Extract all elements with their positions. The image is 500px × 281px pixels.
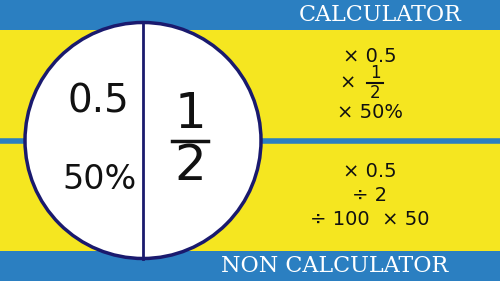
Text: 2: 2 — [174, 142, 206, 191]
Text: × 50%: × 50% — [337, 103, 403, 122]
Text: × 0.5: × 0.5 — [343, 47, 397, 66]
Text: 0.5: 0.5 — [68, 83, 129, 121]
Text: ÷ 100  × 50: ÷ 100 × 50 — [310, 210, 430, 230]
Text: ×: × — [340, 74, 356, 93]
Bar — [0, 30, 500, 251]
Text: NON CALCULATOR: NON CALCULATOR — [222, 255, 448, 277]
Text: 1: 1 — [174, 90, 206, 139]
Circle shape — [25, 22, 261, 259]
Text: ÷ 2: ÷ 2 — [352, 186, 388, 205]
Text: × 0.5: × 0.5 — [343, 162, 397, 181]
Text: 50%: 50% — [62, 163, 136, 196]
Text: CALCULATOR: CALCULATOR — [298, 4, 462, 26]
Text: 1: 1 — [370, 64, 380, 82]
Text: 2: 2 — [370, 84, 380, 102]
